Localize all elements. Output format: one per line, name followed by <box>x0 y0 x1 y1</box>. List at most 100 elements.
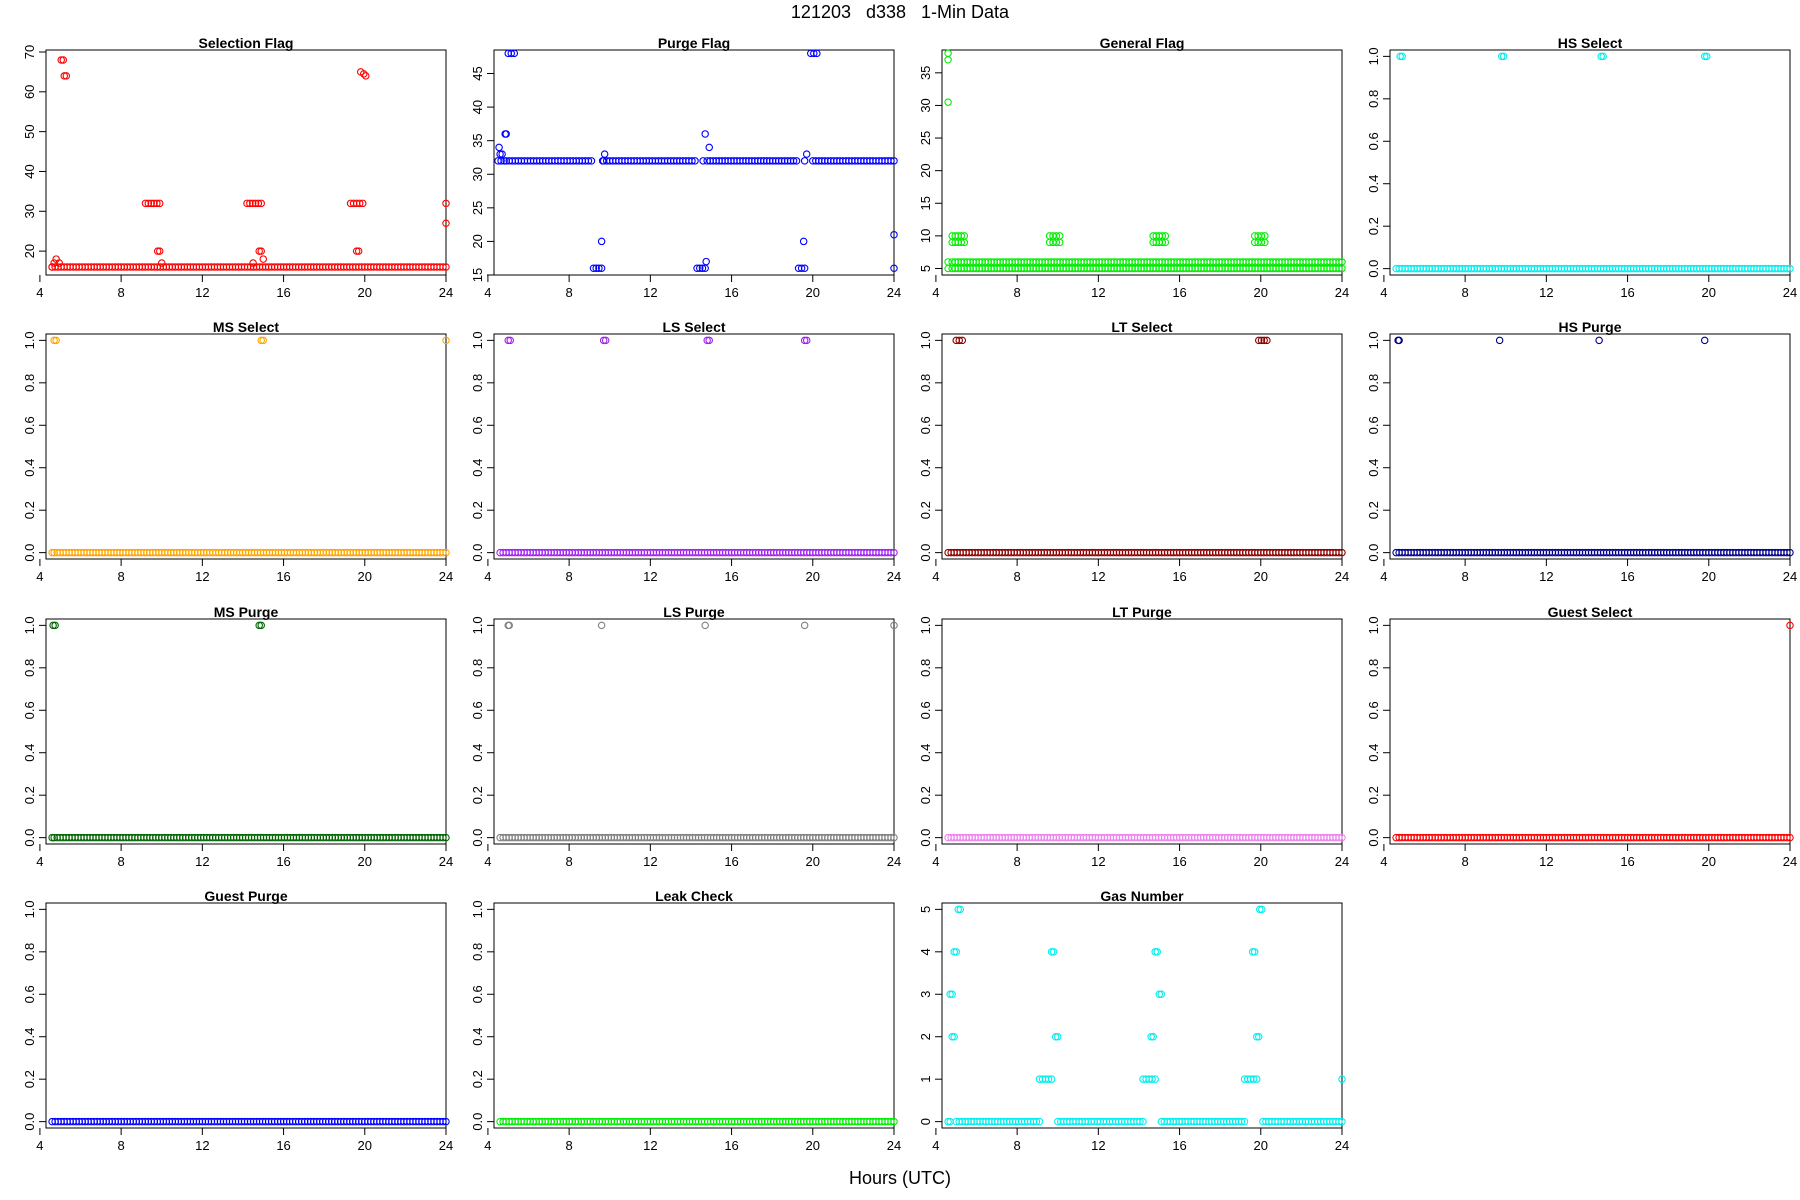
data-point <box>595 264 603 273</box>
y-tick-label: 0.8 <box>918 659 933 677</box>
x-tick-label: 24 <box>887 285 901 300</box>
data-point <box>890 548 898 557</box>
y-tick-label: 0.0 <box>918 544 933 562</box>
data-run <box>809 157 898 165</box>
y-tick-label: 0.8 <box>22 659 37 677</box>
x-tick-label: 8 <box>118 854 125 869</box>
data-point <box>147 199 155 208</box>
x-tick-label: 20 <box>358 854 372 869</box>
data-point <box>688 157 696 165</box>
data-run <box>1392 833 1794 842</box>
data-run <box>1045 232 1064 240</box>
y-tick-label: 0.4 <box>470 459 485 477</box>
data-run <box>952 336 967 345</box>
data-run <box>243 199 265 208</box>
data-point <box>887 1117 895 1126</box>
y-tick-label: 0.2 <box>918 501 933 519</box>
data-point <box>1035 1117 1044 1126</box>
data-point <box>887 157 895 165</box>
data-point <box>439 833 447 842</box>
y-tick-label: 0.2 <box>1366 501 1381 519</box>
x-tick-label: 4 <box>36 1138 43 1153</box>
data-point <box>1051 1032 1060 1041</box>
x-tick-label: 4 <box>1380 854 1387 869</box>
data-point <box>355 199 364 208</box>
y-tick-label: 0.2 <box>1366 217 1381 235</box>
data-point <box>1044 1075 1053 1083</box>
data-point <box>442 199 450 208</box>
x-tick-label: 24 <box>439 854 453 869</box>
x-tick-label: 24 <box>1783 854 1797 869</box>
x-tick-label: 24 <box>1335 285 1349 300</box>
data-point <box>59 56 68 64</box>
y-tick-label: 1.0 <box>1366 331 1381 349</box>
y-tick-label: 1.0 <box>470 616 485 634</box>
panel-hs-select: HS Select 4 8 12 16 20 24 0.0 0.2 0.4 0.6 0.8 1.0 <box>1366 35 1797 300</box>
data-point <box>442 1117 450 1126</box>
data-point <box>153 199 161 208</box>
data-point <box>1395 336 1403 345</box>
x-tick-label: 20 <box>358 285 372 300</box>
data-point <box>255 247 263 255</box>
y-tick-label: 35 <box>918 66 933 80</box>
data-point <box>944 264 952 273</box>
x-tick-label: 4 <box>932 1138 939 1153</box>
x-tick-label: 12 <box>1091 1138 1105 1153</box>
data-point <box>944 56 952 64</box>
data-point <box>442 263 450 271</box>
data-point <box>1148 1075 1156 1083</box>
data-run <box>50 548 450 557</box>
x-tick-label: 16 <box>1172 1138 1186 1153</box>
data-point <box>442 219 450 227</box>
y-tick-label: 0.2 <box>22 786 37 804</box>
y-tick-label: 1.0 <box>470 331 485 349</box>
x-tick-label: 12 <box>1091 854 1105 869</box>
y-tick-label: 70 <box>22 45 37 59</box>
y-tick-label: 30 <box>918 98 933 112</box>
plot-frame <box>45 333 447 560</box>
y-tick-label: 1.0 <box>918 331 933 349</box>
data-run <box>794 264 809 273</box>
data-point <box>890 621 898 630</box>
y-tick-label: 35 <box>470 133 485 147</box>
data-point <box>157 259 166 267</box>
y-tick-label: 1.0 <box>22 331 37 349</box>
data-point <box>1052 232 1061 240</box>
y-tick-label: 1 <box>918 1076 933 1083</box>
y-tick-label: 0.8 <box>22 374 37 392</box>
data-point <box>1499 52 1508 61</box>
y-tick-label: 10 <box>918 229 933 243</box>
y-tick-label: 30 <box>22 204 37 218</box>
x-tick-label: 16 <box>1172 285 1186 300</box>
y-tick-label: 0.8 <box>22 943 37 961</box>
data-point <box>1335 1117 1343 1126</box>
x-tick-label: 16 <box>724 569 738 584</box>
data-point <box>1149 1032 1157 1041</box>
data-point <box>1158 232 1167 240</box>
plot-frame <box>493 902 895 1129</box>
data-point <box>1255 1032 1263 1041</box>
x-tick-label: 16 <box>276 569 290 584</box>
data-point <box>703 336 711 345</box>
data-point <box>800 157 809 165</box>
x-tick-label: 4 <box>484 1138 491 1153</box>
data-run <box>1053 1117 1147 1126</box>
x-tick-label: 20 <box>1254 569 1268 584</box>
x-tick-label: 8 <box>1014 1138 1021 1153</box>
x-tick-label: 24 <box>1335 854 1349 869</box>
y-tick-label: 0.6 <box>22 416 37 434</box>
panel-ms-select: MS Select 4 8 12 16 20 24 0.0 0.2 0.4 0.6 0.8 1.0 <box>22 319 453 584</box>
data-point <box>1157 990 1166 999</box>
data-point <box>693 264 701 273</box>
x-tick-label: 12 <box>1091 285 1105 300</box>
x-tick-label: 4 <box>36 569 43 584</box>
y-tick-label: 0.0 <box>22 1113 37 1131</box>
y-tick-label: 0 <box>918 1118 933 1125</box>
data-point <box>601 336 610 345</box>
data-point <box>1161 232 1170 240</box>
data-run <box>944 833 1346 842</box>
data-point <box>57 56 65 64</box>
panel-general-flag: General Flag 4 8 12 16 20 24 5 10 15 20 25 30 35 <box>918 35 1349 300</box>
data-point <box>50 259 58 267</box>
